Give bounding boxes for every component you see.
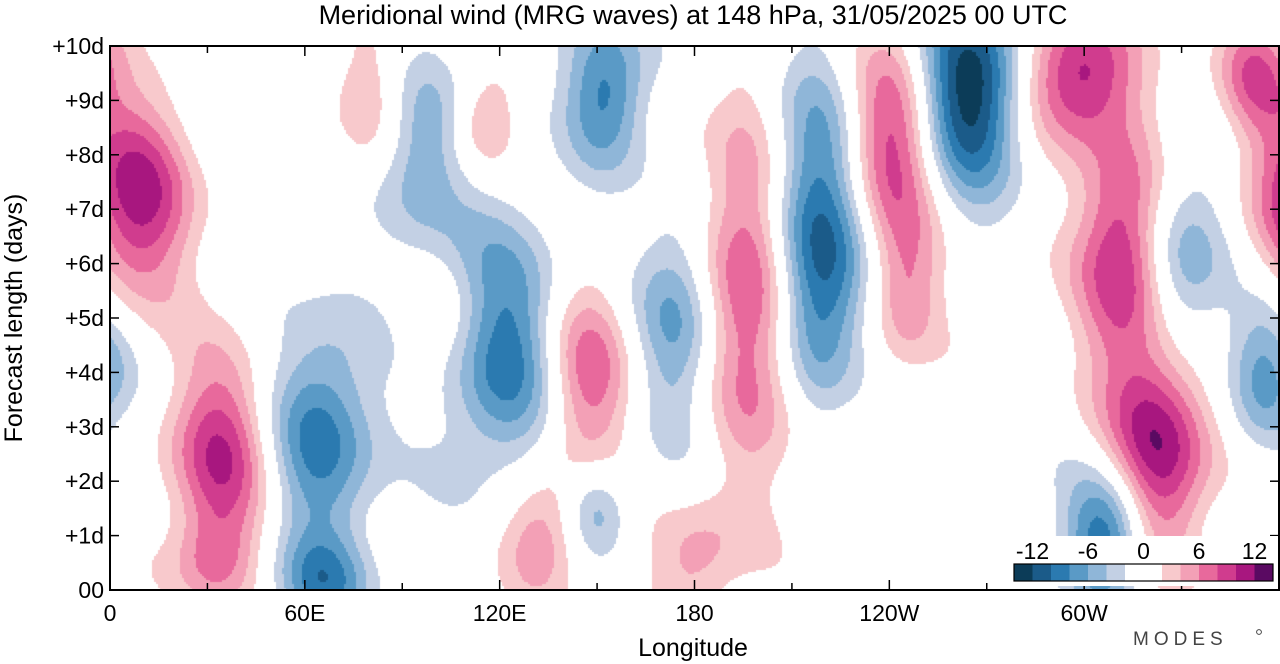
modes-logo-text: MODES bbox=[1133, 629, 1228, 650]
colorbar-swatch bbox=[1236, 564, 1255, 581]
colorbar-swatch bbox=[1051, 564, 1070, 581]
colorbar-swatches bbox=[1013, 563, 1274, 582]
y-tick-label: +1d bbox=[65, 523, 104, 549]
colorbar-label: -12 bbox=[1016, 538, 1049, 564]
y-tick-label: +2d bbox=[65, 468, 104, 494]
colorbar-label: -6 bbox=[1078, 538, 1098, 564]
colorbar-swatch bbox=[1069, 564, 1088, 581]
y-tick-label: +10d bbox=[52, 33, 104, 59]
colorbar-swatch bbox=[1254, 564, 1273, 581]
y-axis-label: Forecast length (days) bbox=[0, 194, 28, 443]
y-tick-label: +5d bbox=[65, 305, 104, 331]
colorbar-swatch bbox=[1199, 564, 1218, 581]
x-tick-label: 60W bbox=[1061, 600, 1109, 626]
y-tick-label: +3d bbox=[65, 414, 104, 440]
colorbar-swatch bbox=[1088, 564, 1107, 581]
y-tick-label: +9d bbox=[65, 87, 104, 113]
colorbar-frame bbox=[1013, 563, 1274, 582]
chart-title: Meridional wind (MRG waves) at 148 hPa, … bbox=[319, 0, 1068, 30]
modes-logo: MODES bbox=[1133, 629, 1262, 650]
heatmap-field bbox=[110, 46, 1279, 590]
y-tick-label: 00 bbox=[78, 577, 104, 603]
x-tick-label: 180 bbox=[675, 600, 713, 626]
x-tick-label: 0 bbox=[104, 600, 117, 626]
y-tick-label: +8d bbox=[65, 142, 104, 168]
colorbar-swatch bbox=[1125, 564, 1162, 581]
x-axis-label: Longitude bbox=[638, 634, 748, 662]
y-tick-label: +4d bbox=[65, 359, 104, 385]
y-tick-label: +6d bbox=[65, 251, 104, 277]
plot-area bbox=[109, 45, 1280, 591]
y-axis: 00 +1d +2d +3d +4d +5d +6d +7d +8d +9d +10d bbox=[52, 33, 1279, 603]
colorbar-swatch bbox=[1014, 564, 1033, 581]
y-tick-label: +7d bbox=[65, 196, 104, 222]
colorbar-label: 0 bbox=[1137, 538, 1150, 564]
colorbar-swatch bbox=[1180, 564, 1199, 581]
colorbar-swatch bbox=[1106, 564, 1125, 581]
colorbar-swatch bbox=[1162, 564, 1181, 581]
colorbar-label: 6 bbox=[1193, 538, 1206, 564]
x-tick-label: 120E bbox=[473, 600, 527, 626]
colorbar: -12 -6 0 6 12 bbox=[1006, 536, 1278, 586]
x-tick-label: 60E bbox=[284, 600, 325, 626]
registered-mark bbox=[1256, 629, 1262, 635]
colorbar-label: 12 bbox=[1242, 538, 1268, 564]
colorbar-swatch bbox=[1217, 564, 1236, 581]
x-axis: 0 60E 120E 180 120W 60W bbox=[104, 46, 1280, 626]
colorbar-swatch bbox=[1032, 564, 1051, 581]
colorbar-labels: -12 -6 0 6 12 bbox=[1016, 538, 1267, 564]
x-tick-label: 120W bbox=[859, 600, 919, 626]
